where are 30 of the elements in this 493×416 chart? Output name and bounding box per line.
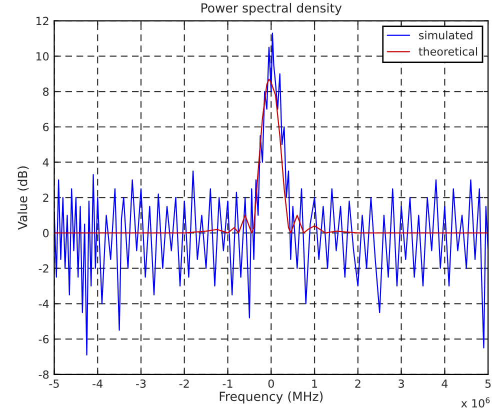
x-axis-title: Frequency (MHz) (220, 391, 323, 404)
y-tick-label: -8 (38, 370, 49, 379)
y-tick-label: 6 (43, 122, 49, 132)
x-tick-label: 2 (355, 379, 360, 388)
x-tick-label: -4 (92, 380, 103, 388)
line-series (54, 78, 488, 234)
y-tick-label: 8 (43, 87, 49, 96)
y-tick-label: 4 (42, 158, 49, 166)
y-tick-label: 2 (43, 194, 48, 202)
y-tick-label: 10 (36, 52, 49, 61)
legend-label: simulated (419, 30, 472, 40)
x-tick-label: 0 (268, 379, 274, 388)
y-tick-label: -6 (38, 335, 49, 344)
x-tick-label: 5 (485, 380, 491, 388)
y-axis-title: Value (dB) (18, 166, 29, 230)
legend-label: theoretical (418, 47, 478, 56)
y-tick-label: 12 (36, 16, 48, 26)
x-tick-label: 3 (398, 379, 404, 388)
line-series (54, 32, 488, 356)
chart-title: Power spectral density (202, 2, 342, 16)
x-tick-label: 1 (312, 380, 318, 388)
text: x 10$^{6}$ (461, 397, 490, 408)
x-tick-label: -2 (179, 379, 189, 388)
x-tick-label: -3 (136, 379, 146, 388)
x-tick-label: -1 (222, 380, 232, 388)
y-tick-label: 0 (43, 228, 49, 238)
y-tick-label: -2 (38, 264, 48, 273)
x-tick-label: 4 (442, 380, 448, 388)
y-tick-label: -4 (38, 300, 49, 308)
x-tick-label: -5 (49, 380, 59, 388)
